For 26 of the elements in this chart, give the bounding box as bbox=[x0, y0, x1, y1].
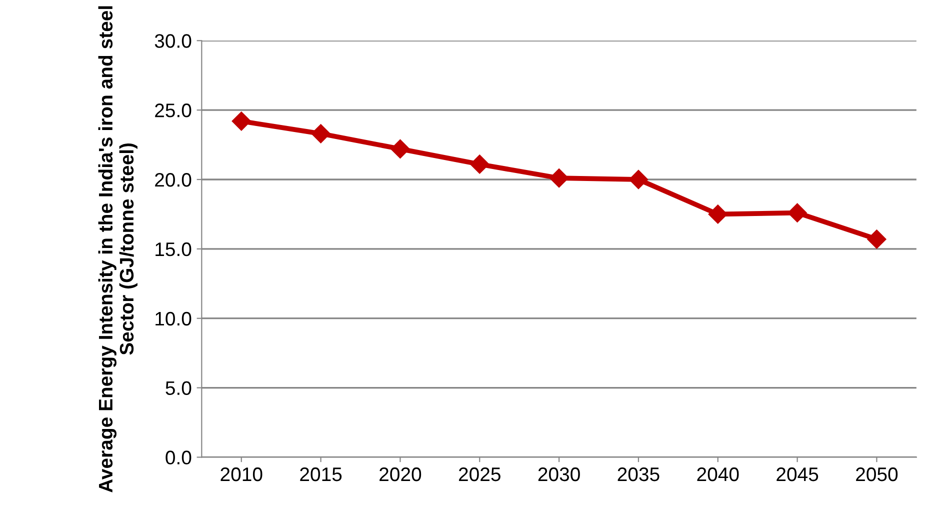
y-tick-label: 30.0 bbox=[154, 34, 192, 48]
x-tick-label: 2030 bbox=[538, 467, 580, 482]
y-tick-label: 20.0 bbox=[155, 172, 192, 187]
x-tick-label: 2015 bbox=[300, 467, 342, 482]
x-tick-label: 2035 bbox=[618, 467, 660, 482]
point bbox=[470, 154, 490, 174]
point bbox=[788, 203, 807, 222]
y-tick-label: 10.0 bbox=[156, 312, 192, 326]
point bbox=[550, 168, 569, 188]
point bbox=[390, 139, 410, 158]
x-tick-label: 2020 bbox=[380, 467, 422, 482]
point bbox=[708, 204, 728, 224]
x-tick-label: 2025 bbox=[458, 467, 500, 482]
x-tick-label: 2010 bbox=[220, 467, 262, 482]
y-tick-label: 15.0 bbox=[156, 242, 192, 256]
y-tick-label: 5.0 bbox=[166, 381, 192, 396]
x-tick-label: 2040 bbox=[697, 467, 739, 482]
y-axis-title: Average Energy Intensity in the India's iron and steel Sector (GJ/tonne steel) bbox=[98, 6, 138, 492]
point bbox=[867, 230, 886, 249]
point bbox=[311, 124, 330, 144]
x-tick-label: 2045 bbox=[776, 467, 818, 482]
point bbox=[628, 170, 648, 190]
y-tick-label: 0.0 bbox=[166, 450, 192, 464]
x-tick-label: 2050 bbox=[856, 467, 898, 482]
point bbox=[232, 112, 251, 131]
y-tick-label: 25.0 bbox=[155, 104, 192, 118]
